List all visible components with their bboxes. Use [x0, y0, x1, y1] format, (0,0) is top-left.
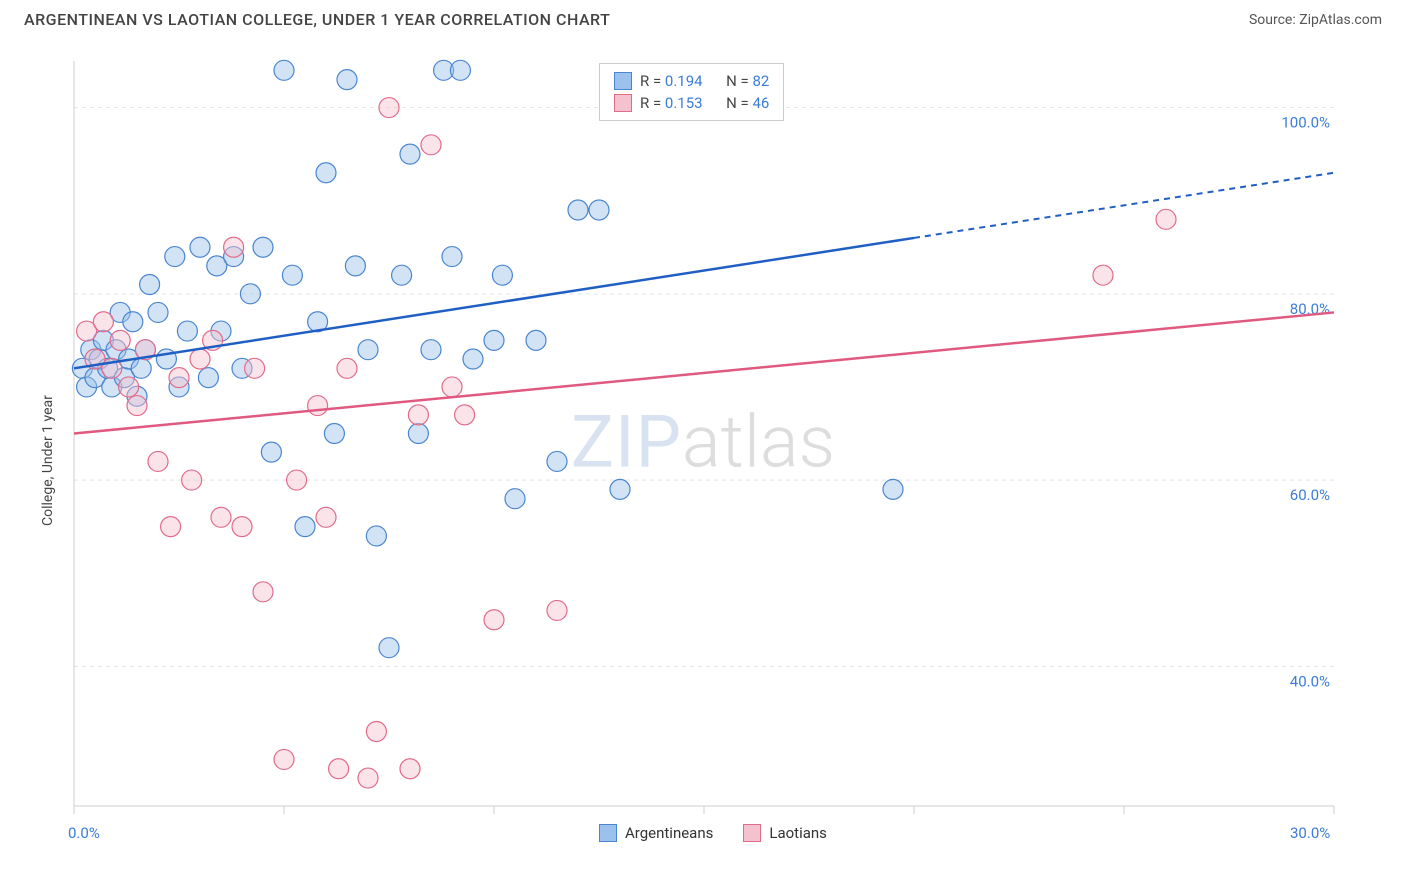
legend-swatch [614, 72, 632, 90]
chart-area: College, Under 1 year 40.0%60.0%80.0%100… [24, 46, 1382, 872]
source-attribution: Source: ZipAtlas.com [1249, 12, 1382, 28]
source-prefix: Source: [1249, 12, 1299, 28]
series-legend-item: Argentineans [599, 824, 713, 842]
legend-r: R = 0.153 [640, 92, 703, 114]
source-name: ZipAtlas.com [1299, 12, 1382, 28]
series-legend-label: Laotians [769, 824, 827, 842]
x-axis-max-label: 30.0% [1290, 824, 1330, 842]
svg-text:60.0%: 60.0% [1290, 486, 1330, 504]
correlation-legend-row: R = 0.153 N = 46 [614, 92, 769, 114]
legend-n: N = 46 [726, 92, 769, 114]
scatter-chart-svg: 40.0%60.0%80.0%100.0% [24, 46, 1344, 846]
series-legend: Argentineans Laotians [599, 824, 827, 842]
series-legend-item: Laotians [743, 824, 827, 842]
legend-n: N = 82 [726, 70, 769, 92]
legend-r: R = 0.194 [640, 70, 703, 92]
legend-swatch [743, 824, 761, 842]
header: ARGENTINEAN VS LAOTIAN COLLEGE, UNDER 1 … [0, 0, 1406, 35]
svg-text:40.0%: 40.0% [1290, 672, 1330, 690]
legend-swatch [614, 94, 632, 112]
y-axis-label: College, Under 1 year [40, 395, 56, 526]
correlation-legend: R = 0.194 N = 82 R = 0.153 N = 46 [599, 63, 784, 121]
legend-swatch [599, 824, 617, 842]
series-legend-label: Argentineans [625, 824, 713, 842]
x-axis-min-label: 0.0% [68, 824, 100, 842]
correlation-legend-row: R = 0.194 N = 82 [614, 70, 769, 92]
chart-title: ARGENTINEAN VS LAOTIAN COLLEGE, UNDER 1 … [24, 10, 610, 29]
svg-text:100.0%: 100.0% [1281, 114, 1330, 132]
